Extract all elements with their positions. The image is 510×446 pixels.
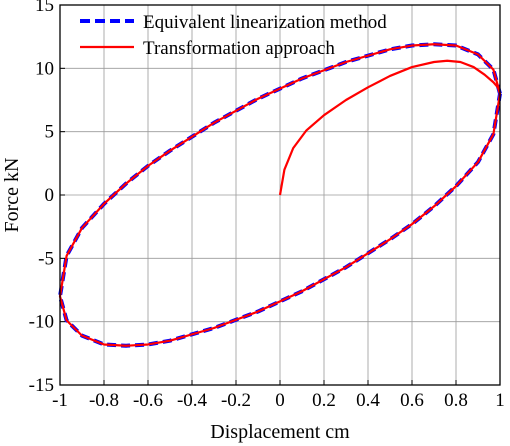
x-tick-label: 0.4 [356,390,380,411]
x-axis-label: Displacement cm [210,421,350,443]
y-axis-label: Force kN [1,158,23,233]
x-tick-label: -0.2 [221,390,251,411]
series-line-transformation-approach [58,43,502,347]
y-tick-labels: -15 -10 -5 0 5 10 15 [29,0,54,396]
legend-text-equivalent-linearization: Equivalent linearization method [143,12,387,33]
legend-text-transformation-approach: Transformation approach [143,38,335,59]
tick-marks [59,4,501,386]
x-tick-label: -0.8 [89,390,119,411]
y-tick-label: -15 [29,375,54,396]
y-tick-label: 5 [45,122,55,143]
y-tick-label: -5 [38,248,54,269]
x-tick-label: 0.2 [312,390,336,411]
x-tick-label: 0.8 [444,390,468,411]
x-tick-label: -1 [52,390,68,411]
y-tick-label: 10 [35,58,54,79]
y-tick-label: 15 [35,0,54,16]
y-tick-label: -10 [29,312,54,333]
x-tick-label: 0 [275,390,285,411]
x-tick-label: -0.6 [133,390,163,411]
series-layer [58,42,502,348]
x-tick-label: -0.4 [177,390,208,411]
x-tick-labels: -1 -0.8 -0.6 -0.4 -0.2 0 0.2 0.4 0.6 0.8 1 [52,390,505,411]
x-tick-label: 0.6 [400,390,424,411]
legend: Equivalent linearization method Transfor… [80,12,387,59]
y-tick-label: 0 [45,185,55,206]
x-tick-label: 1 [495,390,505,411]
